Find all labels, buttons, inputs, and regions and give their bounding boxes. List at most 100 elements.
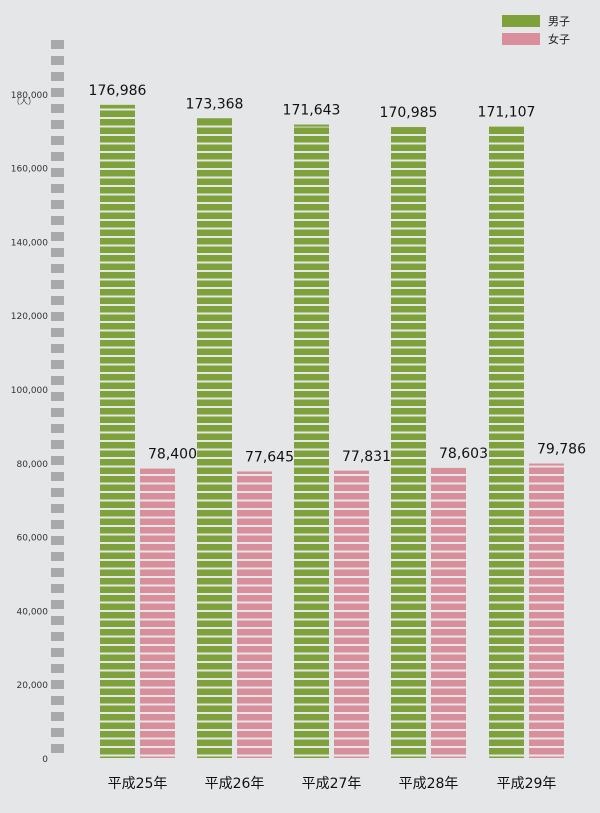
axis-strip-segment <box>51 88 64 97</box>
axis-strip-segment <box>51 184 64 193</box>
axis-strip-segment <box>51 584 64 593</box>
legend-label-male: 男子 <box>548 15 570 28</box>
value-label: 171,643 <box>283 103 341 119</box>
axis-strip-segment <box>51 104 64 113</box>
axis-strip-segment <box>51 264 64 273</box>
bar-female-cap <box>529 463 564 466</box>
bar-female-cap <box>431 467 466 470</box>
axis-strip-segment <box>51 216 64 225</box>
value-label: 77,831 <box>342 449 391 465</box>
axis-strip-segment <box>51 696 64 705</box>
value-label: 173,368 <box>186 96 244 112</box>
axis-strip-segment <box>51 280 64 289</box>
bar-male-cap <box>489 126 524 129</box>
bar-male <box>489 126 524 758</box>
bar-female-cap <box>237 471 272 474</box>
value-label: 171,107 <box>478 105 536 121</box>
bar-male <box>100 104 135 759</box>
axis-strip-segment <box>51 72 64 81</box>
bar-female <box>334 470 369 758</box>
axis-strip-segment <box>51 360 64 369</box>
axis-strip-segment <box>51 120 64 129</box>
axis-strip-segment <box>51 536 64 545</box>
legend: 男子 女子 <box>502 15 570 46</box>
axis-strip-segment <box>51 728 64 737</box>
axis-strip-segment <box>51 488 64 497</box>
bar-male-cap <box>391 127 426 130</box>
y-tick-label: 40,000 <box>17 607 49 617</box>
axis-strip-segment <box>51 232 64 241</box>
value-label: 176,986 <box>89 83 147 99</box>
bar-male-cap <box>197 118 232 121</box>
value-label: 78,603 <box>439 446 488 462</box>
axis-strip-segment <box>51 616 64 625</box>
axis-strip-segment <box>51 168 64 177</box>
axis-strip-segment <box>51 296 64 305</box>
y-tick-label: 80,000 <box>17 460 49 470</box>
bar-female <box>237 471 272 758</box>
bar-female <box>431 467 466 758</box>
axis-strip-segment <box>51 440 64 449</box>
legend-swatch-male <box>502 15 540 27</box>
bar-male-cap <box>294 124 329 127</box>
y-tick-label: 140,000 <box>11 238 48 248</box>
axis-strip-segment <box>51 312 64 321</box>
x-tick-label: 平成25年 <box>108 776 168 792</box>
axis-strip-segment <box>51 520 64 529</box>
axis-strip-segment <box>51 200 64 209</box>
y-tick-label: 180,000 <box>11 91 48 101</box>
axis-strip-segment <box>51 664 64 673</box>
axis-strip-segment <box>51 568 64 577</box>
y-tick-label: 100,000 <box>11 386 48 396</box>
value-labels: 176,986 173,368 171,643 170,985 171,107 78,40… <box>89 83 587 466</box>
bar-male <box>294 124 329 758</box>
x-tick-label: 平成27年 <box>302 776 362 792</box>
legend-label-female: 女子 <box>548 32 570 46</box>
axis-strip-segment <box>51 680 64 689</box>
axis-strip-segment <box>51 552 64 561</box>
axis-strip-segment <box>51 712 64 721</box>
axis-strip-segment <box>51 456 64 465</box>
y-axis-unit-label: （人） <box>12 97 36 106</box>
y-axis: （人） 0 20,000 40,000 60,000 80,000 100,000 120,… <box>11 91 48 765</box>
y-tick-label: 120,000 <box>11 312 48 322</box>
axis-strip-segment <box>51 248 64 257</box>
bar-female <box>140 468 175 758</box>
bar-male <box>197 118 232 758</box>
value-label: 170,985 <box>380 105 438 121</box>
axis-strip-segment <box>51 328 64 337</box>
axis-strip-segment <box>51 504 64 513</box>
value-label: 78,400 <box>148 447 197 463</box>
axis-strip-segment <box>51 136 64 145</box>
x-axis: 平成25年 平成26年 平成27年 平成28年 平成29年 <box>108 776 557 792</box>
y-tick-label: 0 <box>42 755 48 765</box>
value-label: 77,645 <box>245 449 294 465</box>
y-tick-label: 60,000 <box>17 534 49 544</box>
axis-strip-segment <box>51 408 64 417</box>
bar-female-cap <box>334 470 369 473</box>
axis-strip-segment <box>51 744 64 753</box>
axis-strip-segment <box>51 56 64 65</box>
y-axis-strip <box>51 40 64 753</box>
y-tick-label: 160,000 <box>11 165 48 175</box>
axis-strip-segment <box>51 376 64 385</box>
axis-strip-segment <box>51 632 64 641</box>
axis-strip-segment <box>51 40 64 49</box>
axis-strip-segment <box>51 344 64 353</box>
x-tick-label: 平成26年 <box>205 776 265 792</box>
bars <box>100 104 564 759</box>
bar-female <box>529 463 564 758</box>
bar-female-cap <box>140 468 175 471</box>
legend-swatch-female <box>502 33 540 45</box>
axis-strip-segment <box>51 392 64 401</box>
bar-male <box>391 127 426 758</box>
bar-male-cap <box>100 104 135 107</box>
x-tick-label: 平成28年 <box>399 776 459 792</box>
axis-strip-segment <box>51 472 64 481</box>
axis-strip-segment <box>51 424 64 433</box>
axis-strip-segment <box>51 648 64 657</box>
axis-strip-segment <box>51 152 64 161</box>
value-label: 79,786 <box>537 442 586 458</box>
